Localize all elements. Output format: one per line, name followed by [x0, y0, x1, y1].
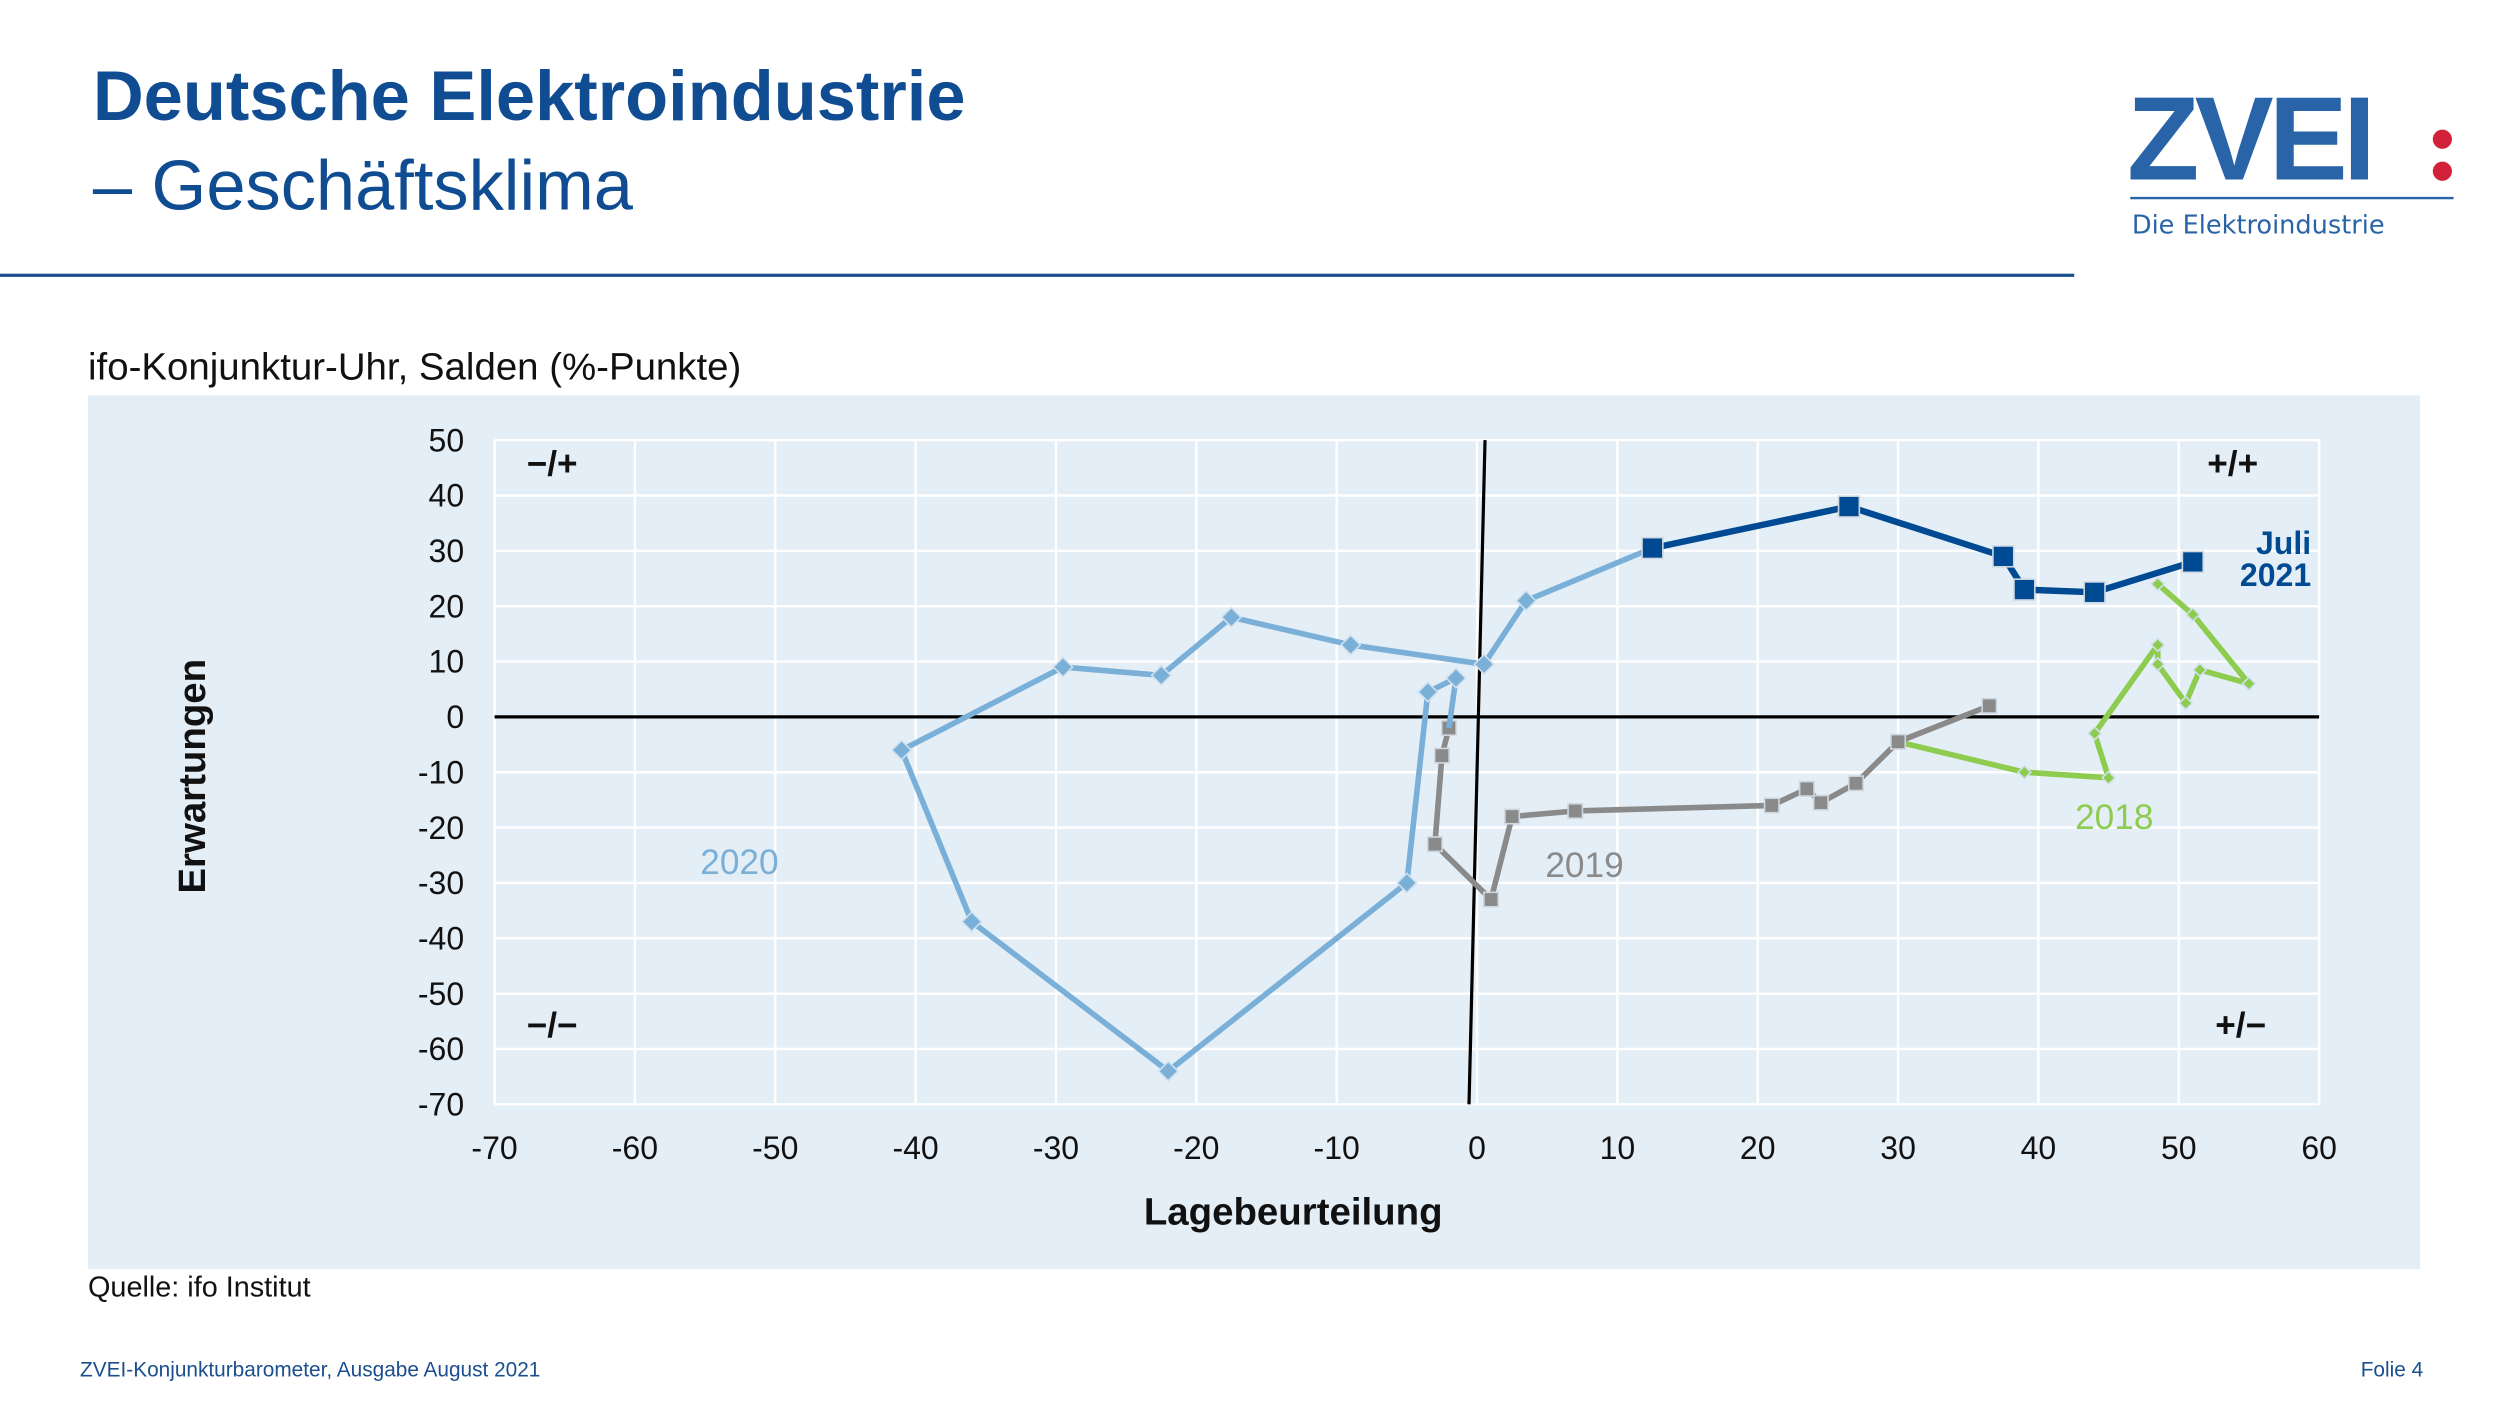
data-point [2241, 676, 2257, 692]
data-point [1433, 747, 1450, 764]
data-point [2150, 637, 2166, 653]
x-tick-label: -10 [1314, 1130, 1360, 1166]
y-tick-label: 0 [446, 699, 464, 735]
quadrant-label-top-right: +/+ [2207, 444, 2258, 483]
data-point [1504, 808, 1521, 825]
y-tick-label: 20 [429, 588, 465, 624]
data-point [890, 739, 913, 761]
y-zero-axis [1467, 440, 1487, 1105]
series-line-Juli-2021 [1651, 503, 2194, 596]
y-tick-label: -70 [418, 1087, 464, 1123]
data-point [2150, 576, 2166, 592]
data-point [1483, 891, 1500, 908]
data-point [1890, 733, 1907, 750]
y-tick-label: 50 [429, 422, 465, 458]
page-title: Deutsche Elektroindustrie [92, 57, 966, 137]
data-point [1981, 697, 1998, 714]
series-line-2020 [898, 545, 1654, 1074]
data-point [2178, 695, 2194, 711]
data-point [1992, 545, 2015, 568]
y-tick-label: -50 [418, 976, 464, 1012]
x-tick-label: 0 [1468, 1130, 1486, 1166]
data-point [1150, 664, 1172, 687]
page-subtitle: – Geschäftsklima [92, 147, 633, 226]
y-tick-label: -60 [418, 1031, 464, 1067]
x-tick-label: 50 [2161, 1130, 2197, 1166]
data-point [961, 910, 983, 933]
x-tick-label: -50 [752, 1130, 798, 1166]
data-point [2013, 578, 2036, 601]
series-label-2021-month: Juli [2256, 525, 2311, 561]
series-label-2021-year: 2021 [2240, 557, 2311, 593]
data-point [1396, 872, 1418, 894]
data-point [1763, 797, 1780, 814]
x-tick-label: 10 [1600, 1130, 1636, 1166]
data-point [1445, 667, 1467, 689]
x-tick-label: 40 [2021, 1130, 2057, 1166]
data-point [1567, 802, 1584, 819]
header-divider [0, 273, 2075, 277]
source-note: Quelle: ifo Institut [88, 1270, 311, 1303]
data-point [2083, 581, 2106, 604]
footer-publication: ZVEI-Konjunkturbarometer, Ausgabe August… [80, 1357, 541, 1382]
series-label-2020: 2020 [700, 843, 778, 882]
series-label-2019: 2019 [1545, 846, 1623, 885]
y-tick-label: 40 [429, 478, 465, 514]
data-point [2192, 662, 2208, 678]
data-point [1641, 536, 1664, 560]
svg-text:ZVEI: ZVEI [2127, 80, 2371, 205]
data-point [2016, 764, 2032, 780]
y-tick-label: -30 [418, 865, 464, 901]
data-point [1417, 681, 1439, 703]
data-point [1052, 656, 1074, 678]
chart-background [88, 395, 2420, 1270]
data-point [1339, 634, 1362, 656]
series-label-2018: 2018 [2075, 798, 2153, 837]
x-tick-label: -40 [892, 1130, 938, 1166]
x-tick-label: 20 [1740, 1130, 1776, 1166]
data-point [2087, 725, 2103, 742]
y-tick-label: 10 [429, 644, 465, 680]
data-point [2101, 770, 2117, 786]
y-tick-label: -40 [418, 920, 464, 956]
y-tick-label: -10 [418, 754, 464, 790]
y-tick-label: 30 [429, 533, 465, 569]
data-point [1157, 1060, 1179, 1082]
x-tick-label: -20 [1173, 1130, 1219, 1166]
x-tick-label: 60 [2301, 1130, 2337, 1166]
x-tick-label: -70 [471, 1130, 517, 1166]
data-point [1837, 495, 1861, 518]
quadrant-label-bottom-right: +/− [2215, 1006, 2266, 1045]
y-tick-label: -20 [418, 810, 464, 846]
svg-text:Die Elektroindustrie: Die Elektroindustrie [2132, 211, 2385, 240]
data-point [1473, 653, 1495, 676]
x-tick-label: -30 [1033, 1130, 1079, 1166]
data-point [1798, 780, 1815, 797]
x-axis-label: Lagebeurteilung [1144, 1190, 1443, 1233]
data-point [1426, 836, 1443, 853]
quadrant-label-bottom-left: −/− [527, 1006, 578, 1045]
footer-slide-number: Folie 4 [2360, 1357, 2424, 1382]
series-line-2019 [1432, 703, 1991, 903]
data-point [1847, 775, 1864, 792]
x-tick-label: -60 [612, 1130, 658, 1166]
data-point [2185, 606, 2201, 623]
data-point [1812, 794, 1829, 811]
data-point [1515, 589, 1537, 612]
data-point [1220, 606, 1243, 628]
x-tick-label: 30 [1880, 1130, 1916, 1166]
y-axis-label: Erwartungen [171, 659, 214, 894]
zvei-logo: ZVEI Die Elektroindustrie [2127, 80, 2454, 240]
data-point [2150, 656, 2166, 672]
quadrant-label-top-left: −/+ [527, 444, 578, 483]
data-point [2181, 550, 2205, 574]
chart-heading: ifo-Konjunktur-Uhr, Salden (%-Punkte) [88, 345, 742, 389]
